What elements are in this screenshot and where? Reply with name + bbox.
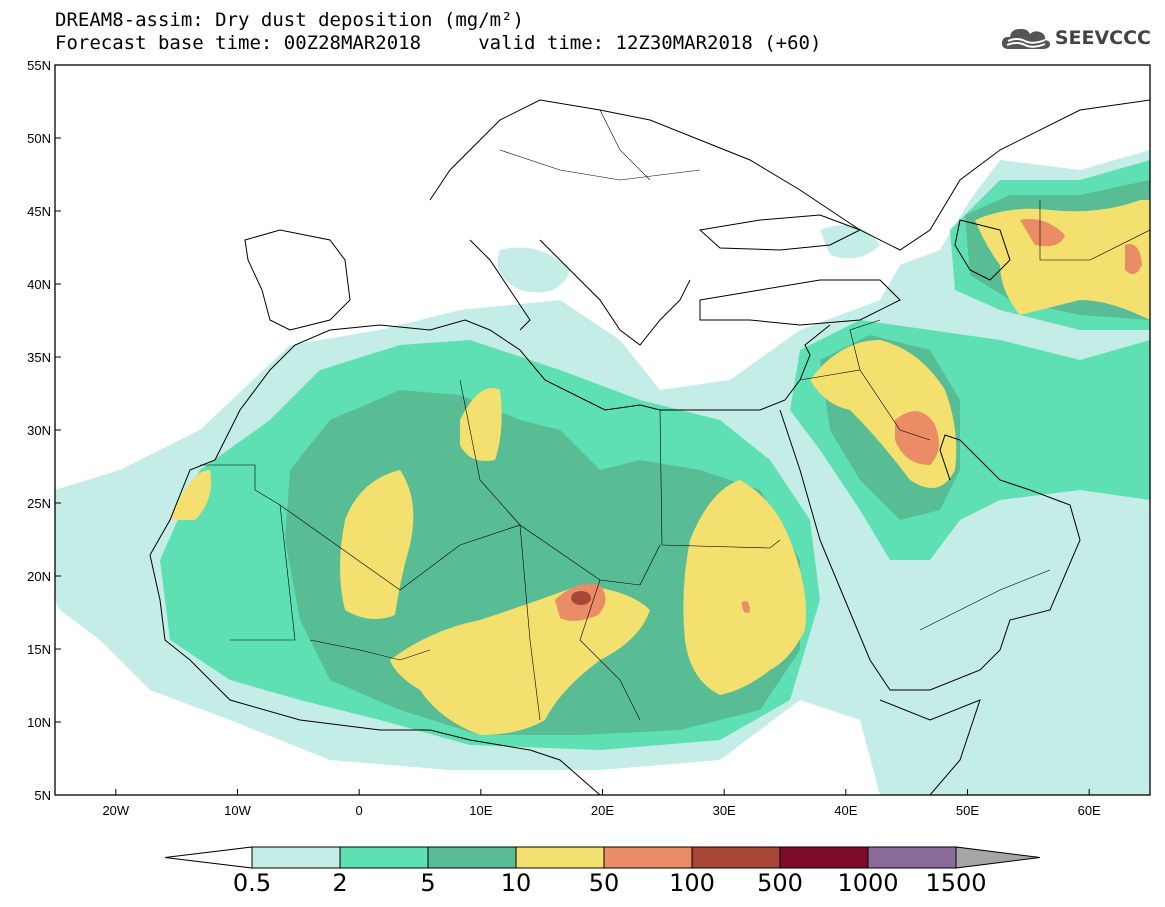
colorbar — [164, 846, 1041, 869]
cloud-logo-icon — [1001, 28, 1050, 49]
colorbar-label: 1000 — [837, 869, 899, 897]
longitude-ticks: 20W 10W 0 10E 20E 30E 40E 50E 60E — [102, 789, 1101, 818]
lon-tick-label: 60E — [1078, 803, 1101, 818]
lon-tick-label: 0 — [356, 803, 363, 818]
lon-tick-label: 40E — [834, 803, 857, 818]
colorbar-swatch — [691, 846, 781, 869]
colorbar-label: 2 — [332, 869, 348, 897]
lat-tick-label: 35N — [27, 350, 51, 365]
colorbar-label: 100 — [669, 869, 715, 897]
lon-tick-label: 20W — [102, 803, 129, 818]
latitude-ticks: 55N 50N 45N 40N 35N 30N 25N 20N 15N 10N 5N — [27, 58, 61, 803]
coastlines — [149, 99, 1150, 795]
lat-tick-label: 50N — [27, 131, 51, 146]
colorbar-label: 1500 — [925, 869, 987, 897]
lat-tick-label: 40N — [27, 277, 51, 292]
seevccc-logo: SEEVCCC — [1001, 25, 1151, 51]
colorbar-swatch — [427, 846, 517, 869]
colorbar-label: 5 — [420, 869, 436, 897]
colorbar-swatch — [339, 846, 429, 869]
map-title: DREAM8-assim: Dry dust deposition (mg/m²… — [55, 9, 524, 31]
lat-tick-label: 55N — [27, 58, 51, 73]
level-50-region — [555, 219, 1142, 621]
lat-tick-label: 15N — [27, 642, 51, 657]
borders — [200, 109, 1150, 721]
lat-tick-label: 5N — [34, 788, 51, 803]
logo-text: SEEVCCC — [1054, 27, 1151, 49]
lat-tick-label: 25N — [27, 496, 51, 511]
lon-tick-label: 50E — [956, 803, 979, 818]
colorbar-label: 10 — [500, 869, 532, 897]
colorbar-label: 500 — [757, 869, 803, 897]
colorbar-swatch — [867, 846, 957, 869]
colorbar-swatch — [779, 846, 869, 869]
forecast-time-line: Forecast base time: 00Z28MAR2018 valid t… — [55, 32, 822, 54]
lon-tick-label: 10W — [224, 803, 251, 818]
deposition-field — [55, 150, 1150, 795]
lat-tick-label: 20N — [27, 569, 51, 584]
lon-tick-label: 10E — [469, 803, 492, 818]
colorbar-swatch — [251, 846, 341, 869]
lat-tick-label: 10N — [27, 715, 51, 730]
colorbar-under-triangle — [164, 846, 253, 869]
lat-tick-label: 45N — [27, 204, 51, 219]
colorbar-label: 0.5 — [232, 869, 272, 897]
lon-tick-label: 30E — [713, 803, 736, 818]
colorbar-over-triangle — [955, 846, 1041, 869]
lon-tick-label: 20E — [591, 803, 614, 818]
colorbar-label: 50 — [588, 869, 620, 897]
level-100-region — [571, 591, 591, 605]
lat-tick-label: 30N — [27, 423, 51, 438]
colorbar-swatch — [515, 846, 605, 869]
colorbar-swatch — [603, 846, 693, 869]
